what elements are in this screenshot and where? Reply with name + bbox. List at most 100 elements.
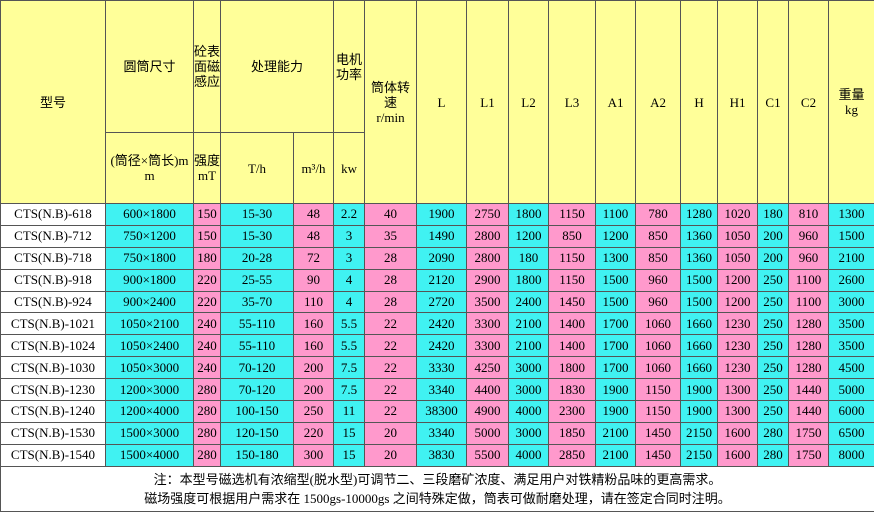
- header-label: 处理能力: [251, 59, 303, 74]
- data-cell: 2100: [829, 247, 874, 269]
- data-cell: 960: [636, 291, 681, 313]
- data-cell: 2100: [596, 422, 636, 444]
- data-cell: CTS(N.B)-1021: [1, 313, 106, 335]
- data-cell: 2750: [467, 204, 509, 226]
- data-cell: 1050×3000: [106, 357, 194, 379]
- data-cell: 2800: [467, 247, 509, 269]
- data-cell: 2100: [509, 313, 549, 335]
- data-cell: 1020: [718, 204, 758, 226]
- data-cell: CTS(N.B)-1540: [1, 444, 106, 466]
- data-cell: 220: [194, 269, 221, 291]
- data-cell: 2090: [417, 247, 467, 269]
- data-cell: 1660: [681, 335, 718, 357]
- header-cell: 强度mT: [194, 133, 221, 204]
- data-cell: CTS(N.B)-712: [1, 225, 106, 247]
- data-cell: 55-110: [221, 313, 294, 335]
- header-cell: A2: [636, 1, 681, 204]
- data-cell: 4000: [509, 444, 549, 466]
- data-cell: 240: [194, 335, 221, 357]
- data-cell: 22: [365, 379, 417, 401]
- data-cell: 1500×3000: [106, 422, 194, 444]
- data-cell: 40: [365, 204, 417, 226]
- data-cell: 220: [194, 291, 221, 313]
- data-cell: 200: [758, 247, 789, 269]
- data-cell: 280: [194, 422, 221, 444]
- data-cell: 250: [758, 379, 789, 401]
- data-cell: 1800: [549, 357, 596, 379]
- data-cell: 1280: [789, 313, 829, 335]
- data-cell: 180: [509, 247, 549, 269]
- data-cell: 1100: [789, 269, 829, 291]
- data-cell: 160: [294, 335, 334, 357]
- header-label: C2: [801, 95, 816, 110]
- header-label: 筒体转速: [371, 80, 410, 110]
- header-cell: 砼表面磁感应: [194, 1, 221, 133]
- data-cell: 1800: [509, 204, 549, 226]
- data-cell: 250: [758, 269, 789, 291]
- data-cell: 15-30: [221, 204, 294, 226]
- data-cell: 15: [334, 444, 365, 466]
- data-cell: 3: [334, 225, 365, 247]
- data-cell: 1500×4000: [106, 444, 194, 466]
- data-cell: 960: [636, 269, 681, 291]
- data-cell: 1900: [681, 401, 718, 423]
- data-cell: CTS(N.B)-618: [1, 204, 106, 226]
- data-cell: 22: [365, 357, 417, 379]
- data-cell: 600×1800: [106, 204, 194, 226]
- data-cell: 4000: [509, 401, 549, 423]
- data-cell: 11: [334, 401, 365, 423]
- data-cell: 4900: [467, 401, 509, 423]
- data-cell: 3500: [829, 335, 874, 357]
- data-cell: 1500: [829, 225, 874, 247]
- data-cell: 3340: [417, 422, 467, 444]
- data-cell: 4: [334, 291, 365, 313]
- data-cell: 48: [294, 225, 334, 247]
- data-cell: 2300: [549, 401, 596, 423]
- data-cell: 8000: [829, 444, 874, 466]
- data-cell: 1200: [509, 225, 549, 247]
- header-cell: H1: [718, 1, 758, 204]
- header-cell: 型号: [1, 1, 106, 204]
- data-cell: 900×1800: [106, 269, 194, 291]
- header-cell: kw: [334, 133, 365, 204]
- data-cell: 38300: [417, 401, 467, 423]
- data-cell: 150: [194, 225, 221, 247]
- data-cell: 1600: [718, 444, 758, 466]
- data-cell: 1500: [681, 269, 718, 291]
- header-cell: (筒径×筒长)mm: [106, 133, 194, 204]
- data-cell: 960: [789, 225, 829, 247]
- data-cell: 1200×4000: [106, 401, 194, 423]
- data-cell: 5.5: [334, 335, 365, 357]
- data-cell: CTS(N.B)-718: [1, 247, 106, 269]
- data-cell: 280: [194, 444, 221, 466]
- data-cell: 1050: [718, 225, 758, 247]
- data-cell: 3330: [417, 357, 467, 379]
- data-cell: 1150: [549, 269, 596, 291]
- data-cell: 1700: [596, 335, 636, 357]
- header-cell: 处理能力: [221, 1, 334, 133]
- data-cell: 750×1200: [106, 225, 194, 247]
- data-cell: 1100: [596, 204, 636, 226]
- data-cell: 1100: [789, 291, 829, 313]
- header-label: 砼表面磁感应: [194, 44, 220, 89]
- header-label: L3: [565, 95, 579, 110]
- data-cell: CTS(N.B)-1530: [1, 422, 106, 444]
- data-cell: 1230: [718, 313, 758, 335]
- data-cell: 1360: [681, 247, 718, 269]
- data-cell: 1700: [596, 357, 636, 379]
- data-cell: 2120: [417, 269, 467, 291]
- data-cell: 90: [294, 269, 334, 291]
- data-cell: 70-120: [221, 379, 294, 401]
- data-cell: 3000: [509, 379, 549, 401]
- header-unit: r/min: [376, 110, 404, 125]
- data-cell: 1300: [718, 401, 758, 423]
- data-cell: 3500: [467, 291, 509, 313]
- header-cell: L3: [549, 1, 596, 204]
